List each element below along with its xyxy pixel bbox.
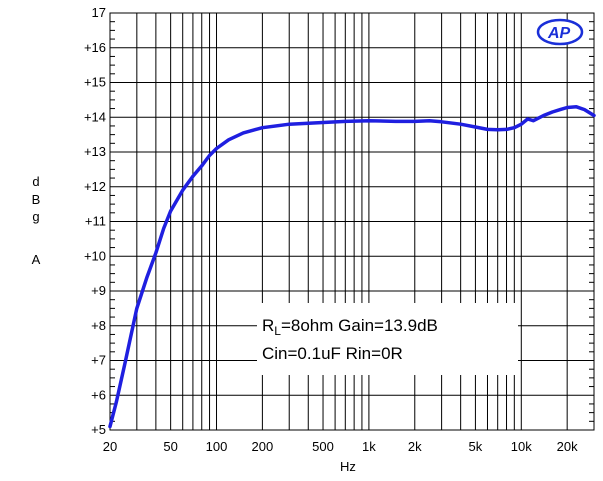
y-tick-labels: +5 +6 +7 +8 +9 +10 +11 +12 +13 +14 +15 +16 17 — [84, 5, 106, 437]
x-tick-label: 10k — [511, 439, 532, 454]
y-tick-label: 17 — [92, 5, 106, 20]
x-tick-label: 2k — [408, 439, 422, 454]
audio-precision-logo: AP — [536, 18, 584, 46]
x-tick-label: 5k — [469, 439, 483, 454]
series-line — [108, 105, 596, 429]
y-tick-label: +5 — [91, 422, 106, 437]
annotation-box: RL=8ohm Gain=13.9dB Cin=0.1uF Rin=0R — [257, 303, 518, 375]
series-layer — [108, 105, 596, 429]
y-tick-label: +7 — [91, 353, 106, 368]
y-tick-label: +12 — [84, 179, 106, 194]
x-tick-label: 50 — [163, 439, 177, 454]
y-tick-label: +6 — [91, 387, 106, 402]
y-tick-label: +10 — [84, 248, 106, 263]
y-tick-label: +8 — [91, 318, 106, 333]
y-axis-label-char: B — [32, 192, 41, 207]
y-axis-label-char: d — [32, 174, 39, 189]
x-axis-label: Hz — [340, 459, 356, 474]
minor-grid — [110, 21, 594, 422]
annotation-line-1: RL=8ohm Gain=13.9dB — [262, 316, 438, 338]
y-axis-label-char: A — [32, 252, 41, 267]
y-axis-label-char: g — [32, 209, 39, 224]
y-tick-label: +13 — [84, 144, 106, 159]
x-tick-label: 1k — [362, 439, 376, 454]
y-tick-label: +9 — [91, 283, 106, 298]
plot-frame — [109, 12, 595, 431]
logo-text: AP — [547, 25, 571, 42]
x-tick-label: 200 — [252, 439, 274, 454]
y-tick-label: +11 — [85, 214, 106, 229]
y-tick-label: +15 — [84, 75, 106, 90]
x-tick-labels: 20 50 100 200 500 1k 2k 5k 10k 20k — [103, 439, 578, 454]
x-tick-label: 20k — [557, 439, 578, 454]
x-tick-label: 100 — [206, 439, 228, 454]
x-tick-label: 500 — [312, 439, 334, 454]
y-axis-label: dBg A — [32, 174, 41, 267]
y-tick-label: +16 — [84, 40, 106, 55]
annotation-line-2: Cin=0.1uF Rin=0R — [262, 344, 403, 363]
x-tick-label: 20 — [103, 439, 117, 454]
y-tick-label: +14 — [84, 109, 106, 124]
